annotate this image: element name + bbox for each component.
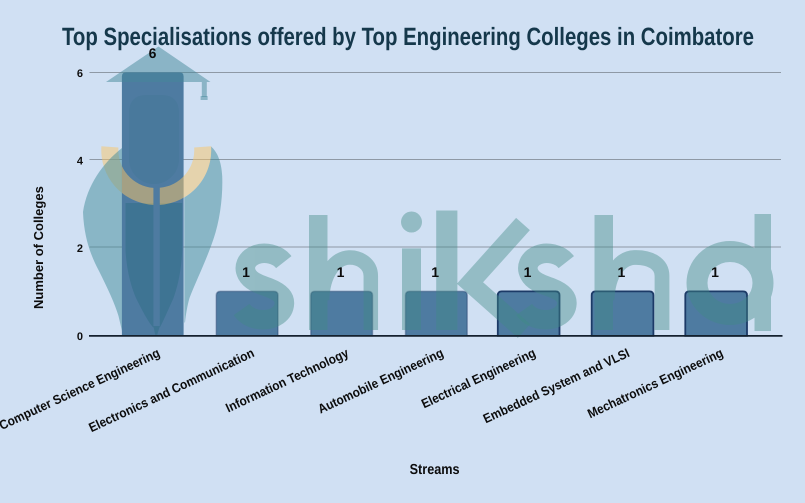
svg-text:1: 1	[711, 264, 719, 280]
svg-text:Computer Science Engineering: Computer Science Engineering	[0, 345, 162, 433]
svg-text:1: 1	[242, 264, 250, 280]
svg-text:1: 1	[337, 264, 345, 280]
svg-text:6: 6	[77, 68, 83, 80]
svg-text:1: 1	[431, 264, 439, 280]
svg-text:4: 4	[77, 156, 84, 168]
svg-text:Top Specialisations offered by: Top Specialisations offered by Top Engin…	[62, 23, 754, 51]
svg-text:1: 1	[618, 264, 626, 280]
svg-text:Number of Colleges: Number of Colleges	[31, 186, 46, 309]
svg-text:1: 1	[524, 264, 532, 280]
svg-text:Streams: Streams	[410, 462, 460, 478]
svg-text:0: 0	[77, 331, 83, 343]
svg-text:2: 2	[77, 243, 83, 255]
svg-text:6: 6	[149, 45, 157, 61]
svg-text:Electronics and Communication: Electronics and Communication	[86, 345, 256, 435]
